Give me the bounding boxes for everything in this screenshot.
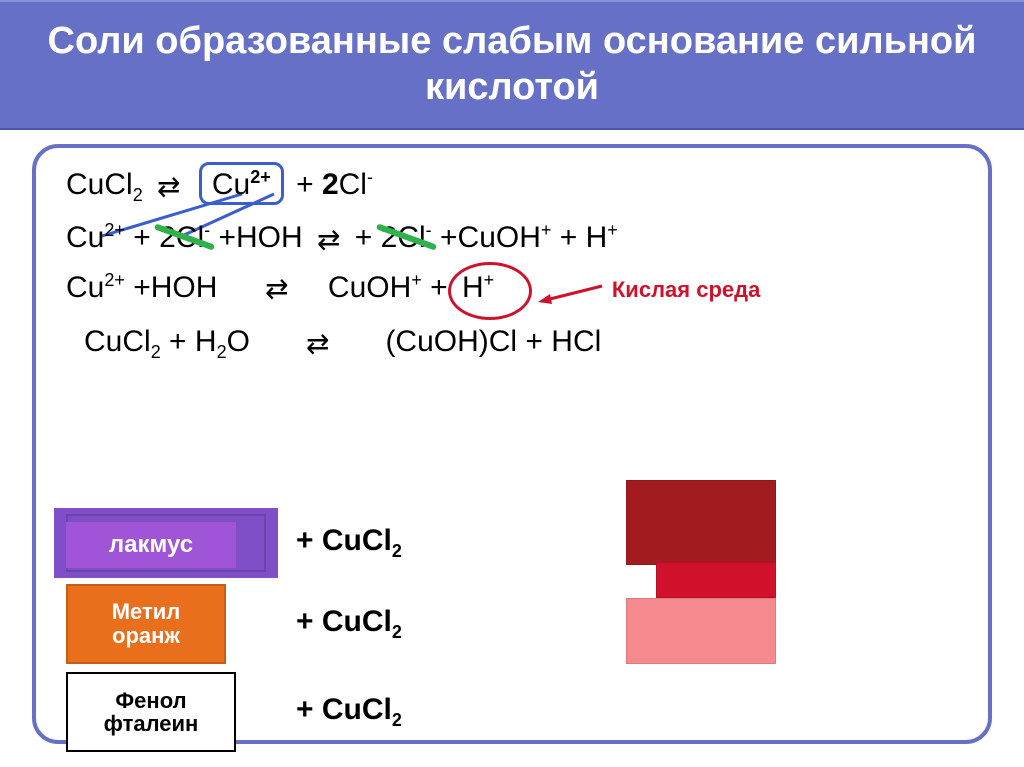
phenol-l2: фталеин	[104, 712, 199, 735]
indicator-row-phenol: Фенол фталеин + CuCl2	[66, 672, 966, 752]
eq3-arrow: ⇄	[265, 272, 288, 305]
methyl-label: Метил оранж	[66, 584, 226, 664]
eq4-products: (CuOH)Cl + HCl	[385, 325, 601, 358]
eq1-arrow: ⇄	[157, 170, 180, 203]
eq3-hoh: +HOH	[133, 271, 217, 304]
annot-arrow-icon	[534, 274, 604, 304]
page-title: Соли образованные слабым основание сильн…	[20, 19, 1004, 110]
cu-ion-box: Cu2+	[199, 162, 284, 205]
indicator-row-methyl: Метил оранж + CuCl2	[66, 584, 966, 664]
eq1-cl-sup: -	[367, 167, 373, 187]
eq2-h: + H+	[560, 221, 618, 254]
eq1-cucl2: CuCl2	[66, 168, 143, 201]
equation-2: Cu2+ + 2Cl- +HOH ⇄ + 2Cl- +CuOH+ + H+	[66, 220, 958, 256]
methyl-l1: Метил	[112, 600, 181, 624]
eq3-cuoh: CuOH+	[328, 271, 422, 304]
indicators-area: лакмус + CuCl2 Метил оранж + CuCl2 Фенол…	[66, 510, 966, 760]
eq2-2cl-strike-b: 2Cl-	[381, 220, 432, 255]
eq4-arrow: ⇄	[306, 327, 329, 360]
eq2-cu: Cu2+	[66, 221, 125, 254]
equation-1: CuCl2 ⇄ Cu2+ + 2Cl-	[66, 162, 958, 206]
eq2-cuoh: +CuOH+	[440, 221, 551, 254]
eq3-cu: Cu2+	[66, 271, 125, 304]
eq2-arrow: ⇄	[317, 223, 340, 256]
litmus-text: лакмус	[109, 531, 193, 559]
eq4-h2o: + H2O	[169, 325, 250, 358]
equation-4: CuCl2 + H2O ⇄ (CuOH)Cl + HCl	[84, 325, 958, 363]
eq2-2cl-strike-a: 2Cl-	[159, 220, 210, 255]
litmus-plus-cucl2: + CuCl2	[296, 524, 402, 562]
eq1-cl: Cl	[339, 168, 367, 201]
h-plus-circle: H+	[456, 270, 500, 305]
phenol-plus-cucl2: + CuCl2	[296, 693, 402, 731]
equation-3: Cu2+ +HOH ⇄ CuOH+ + H+ Кислая среда	[66, 270, 958, 306]
methyl-plus-cucl2: + CuCl2	[296, 605, 402, 643]
litmus-fg-box: лакмус	[66, 522, 236, 568]
title-band: Соли образованные слабым основание сильн…	[0, 0, 1024, 130]
content-frame: CuCl2 ⇄ Cu2+ + 2Cl- Cu2+ + 2Cl- +HOH ⇄ +…	[32, 144, 992, 744]
indicator-row-litmus: лакмус + CuCl2	[66, 510, 966, 576]
eq4-cucl2: CuCl2	[84, 325, 161, 358]
litmus-label: лакмус	[66, 514, 266, 572]
methyl-l2: оранж	[112, 624, 180, 648]
eq2-hoh: +HOH	[218, 221, 302, 254]
acidic-env-label: Кислая среда	[612, 277, 760, 302]
phenol-label: Фенол фталеин	[66, 672, 236, 752]
eq1-coef-2: 2	[322, 168, 339, 201]
phenol-l1: Фенол	[115, 689, 186, 712]
eq1-plus: +	[296, 168, 322, 201]
